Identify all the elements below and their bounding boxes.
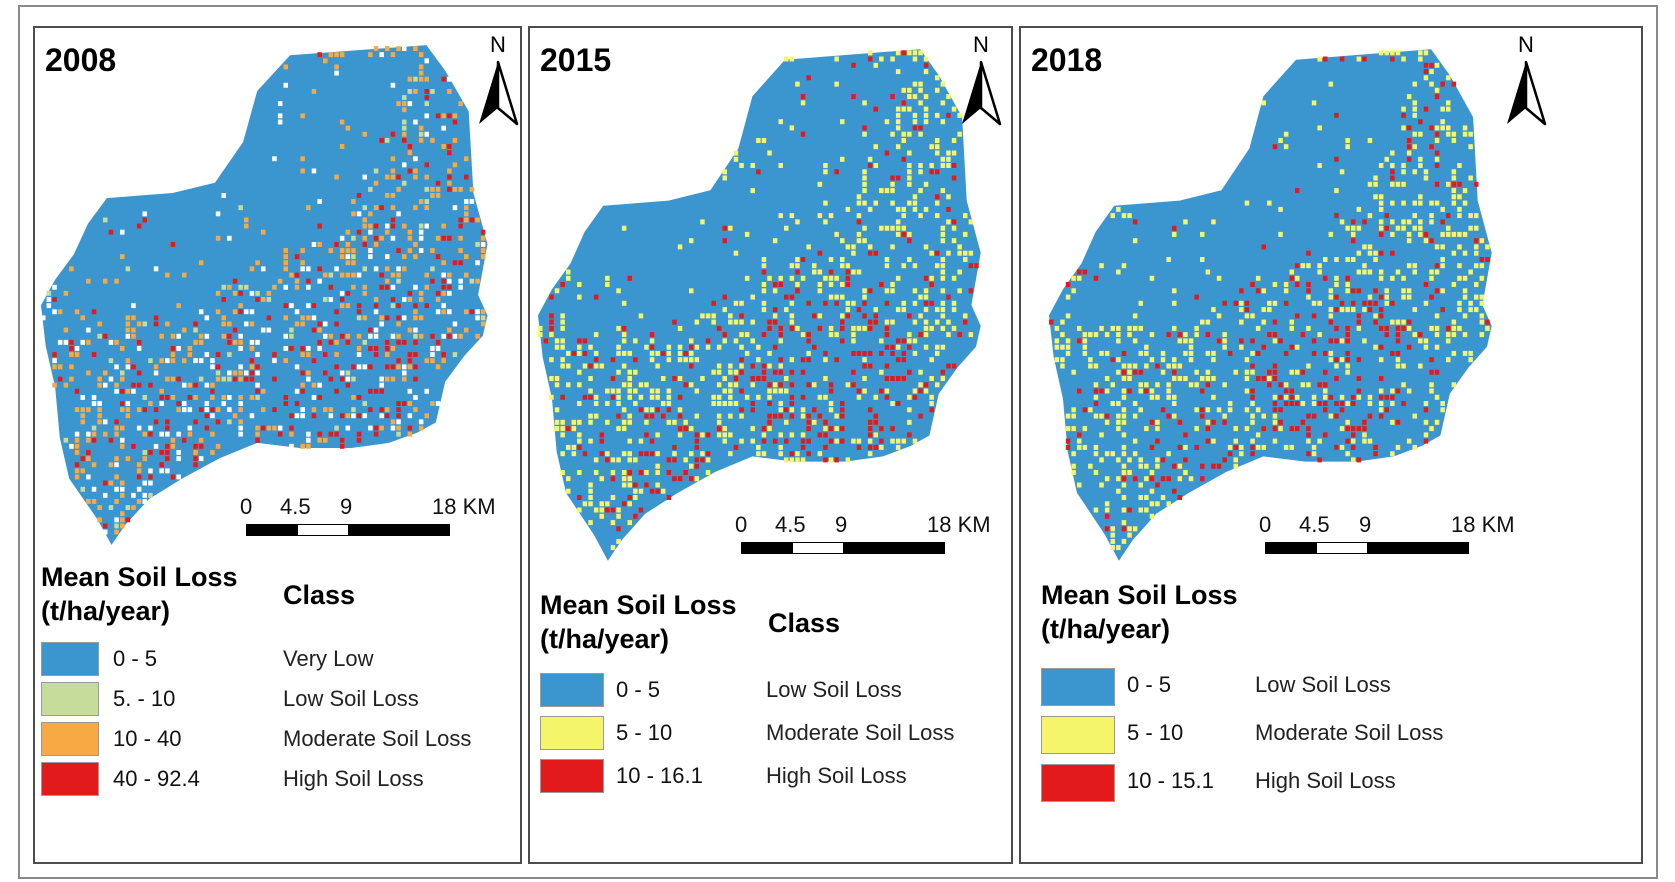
legend-swatch bbox=[540, 716, 604, 750]
legend-item: 5 - 10 Moderate Soil Loss bbox=[540, 716, 1005, 750]
scale-bar: 0 4.5 9 18 KM bbox=[735, 512, 995, 572]
map-panel-2015: 2015 N 0 4.5 9 18 KM Mean Soil Loss (t/h… bbox=[528, 26, 1013, 864]
scale-tick: 0 bbox=[240, 494, 253, 519]
legend-swatch bbox=[41, 722, 99, 756]
scale-tick: 18 KM bbox=[432, 494, 496, 519]
scale-tick: 4.5 bbox=[280, 494, 311, 519]
scale-tick: 4.5 bbox=[1299, 512, 1330, 537]
soil-loss-map bbox=[41, 45, 488, 545]
scale-tick: 18 KM bbox=[1451, 512, 1515, 537]
legend-swatch bbox=[540, 673, 604, 707]
scale-tick: 18 KM bbox=[927, 512, 991, 537]
soil-loss-map bbox=[538, 49, 981, 561]
scale-tick: 9 bbox=[340, 494, 353, 519]
soil-loss-pixels bbox=[41, 46, 486, 535]
panel-year-label: 2015 bbox=[540, 42, 612, 78]
legend-swatch bbox=[1041, 716, 1115, 754]
legend-swatch bbox=[1041, 668, 1115, 706]
soil-loss-map bbox=[1049, 49, 1492, 561]
soil-loss-pixels bbox=[538, 50, 979, 551]
legend-title: Mean Soil Loss (t/ha/year) bbox=[41, 562, 238, 626]
map-panel-2008: 2008 N 0 4.5 9 18 KM Mean Soil Loss (t/h… bbox=[33, 26, 522, 864]
legend-item: 0 - 5 Low Soil Loss bbox=[1041, 668, 1601, 706]
legend-item: 10 - 16.1 High Soil Loss bbox=[540, 759, 1005, 793]
legend-item: 0 - 5 Very Low bbox=[41, 642, 511, 676]
legend-item: 40 - 92.4 High Soil Loss bbox=[41, 762, 511, 796]
map-panel-2018: 2018 N 0 4.5 9 18 KM Mean Soil Loss (t/h… bbox=[1019, 26, 1643, 864]
legend-class-header: Class bbox=[768, 608, 841, 638]
north-arrow-icon: N bbox=[473, 32, 520, 132]
scale-bar: 0 4.5 9 18 KM bbox=[1259, 512, 1519, 572]
legend-swatch bbox=[41, 682, 99, 716]
legend-item: 5. - 10 Low Soil Loss bbox=[41, 682, 511, 716]
scale-tick: 0 bbox=[1259, 512, 1272, 537]
scale-tick: 4.5 bbox=[775, 512, 806, 537]
panel-year-label: 2018 bbox=[1031, 42, 1103, 78]
legend-swatch bbox=[1041, 764, 1115, 802]
legend-swatch bbox=[41, 642, 99, 676]
legend-swatch bbox=[540, 759, 604, 793]
legend-item: 10 - 40 Moderate Soil Loss bbox=[41, 722, 511, 756]
legend-title: Mean Soil Loss (t/ha/year) bbox=[1041, 580, 1238, 644]
soil-loss-pixels bbox=[1049, 50, 1490, 551]
legend-item: 5 - 10 Moderate Soil Loss bbox=[1041, 716, 1601, 754]
north-arrow-icon: N bbox=[1501, 32, 1551, 132]
panel-year-label: 2008 bbox=[45, 42, 117, 78]
legend-class-header: Class bbox=[283, 580, 356, 610]
scale-bar: 0 4.5 9 18 KM bbox=[240, 494, 500, 554]
legend-item: 10 - 15.1 High Soil Loss bbox=[1041, 764, 1601, 802]
scale-tick: 9 bbox=[835, 512, 848, 537]
legend-title: Mean Soil Loss (t/ha/year) bbox=[540, 590, 737, 654]
north-arrow-icon: N bbox=[956, 32, 1006, 132]
legend-swatch bbox=[41, 762, 99, 796]
legend-item: 0 - 5 Low Soil Loss bbox=[540, 673, 1005, 707]
scale-tick: 0 bbox=[735, 512, 748, 537]
scale-tick: 9 bbox=[1359, 512, 1372, 537]
